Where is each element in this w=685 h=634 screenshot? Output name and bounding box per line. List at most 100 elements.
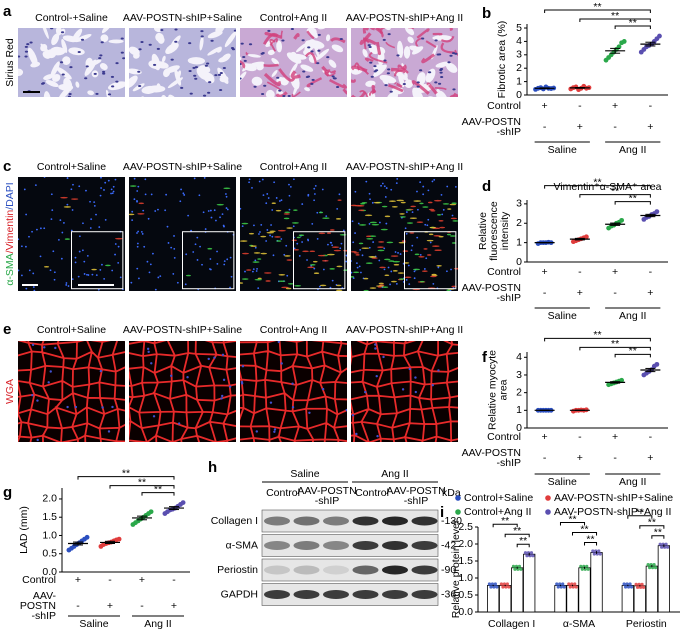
nucleus (434, 81, 438, 84)
dapi (225, 195, 228, 198)
nucleus (59, 61, 64, 64)
gap (157, 36, 165, 44)
stain (296, 236, 301, 239)
gap (362, 48, 368, 58)
dapi (61, 231, 64, 234)
dapi (52, 250, 55, 253)
dapi (173, 235, 175, 237)
stain (129, 185, 137, 187)
sig-label: ** (654, 526, 662, 538)
sig-bracket (639, 525, 665, 529)
y-axis-label: LAD (mm) (18, 506, 30, 554)
dapi (184, 283, 187, 286)
gap (224, 31, 236, 48)
dapi (204, 228, 207, 230)
dapi (140, 230, 143, 233)
y-axis-label: intensity (499, 211, 511, 250)
dapi (51, 209, 54, 212)
nucleus (439, 71, 443, 74)
dapi (395, 182, 398, 185)
condition-label: AAV-POSTN (462, 282, 521, 294)
sig-bracket (651, 535, 665, 539)
nucleus (26, 43, 30, 46)
tissue (129, 28, 236, 97)
condition-sign: + (577, 121, 583, 133)
micrograph (129, 28, 236, 97)
gap (397, 40, 404, 58)
stain (318, 232, 326, 235)
stain (286, 259, 293, 261)
dapi (164, 209, 167, 212)
stain (366, 238, 374, 240)
micrograph-content (129, 177, 236, 291)
dapi (210, 216, 213, 219)
nucleus (95, 92, 99, 95)
bar-dot-decor (501, 585, 505, 589)
collagen (388, 83, 404, 93)
collagen (448, 28, 453, 31)
nucleus (31, 394, 34, 397)
y-tick-label: 0 (516, 256, 522, 268)
sig-bracket (141, 492, 175, 496)
stain (390, 280, 397, 283)
dapi (437, 266, 440, 269)
dapi (352, 241, 355, 244)
y-tick-label: 1.0 (42, 529, 57, 541)
dapi (136, 232, 138, 234)
dapi (100, 187, 102, 189)
stain (358, 242, 364, 245)
sig-bracket (492, 523, 518, 528)
sig-label: ** (611, 185, 619, 197)
dapi (111, 269, 114, 272)
condition-sign: + (647, 121, 653, 133)
nucleus (206, 62, 210, 65)
gap (18, 68, 24, 77)
nucleus (150, 362, 153, 365)
dapi (89, 200, 91, 203)
row-label: α-SMA/Vimentin/DAPI (4, 182, 16, 285)
band (411, 590, 438, 599)
stain (60, 196, 68, 199)
y-tick-label: 0.0 (42, 566, 57, 578)
condition-sign: + (612, 431, 618, 443)
gap (240, 71, 247, 82)
nucleus (248, 43, 253, 46)
collagen (416, 28, 430, 39)
bar-dot-decor (492, 585, 496, 589)
bar-dot-decor (502, 582, 507, 586)
gap (62, 35, 78, 43)
nucleus (333, 77, 337, 80)
stain (428, 208, 435, 211)
stain (404, 276, 412, 279)
y-tick-label: 2 (516, 62, 522, 74)
gap (40, 43, 49, 54)
stain (293, 209, 298, 211)
stain (329, 229, 335, 231)
bar-dot-decor (562, 585, 566, 589)
dapi (269, 234, 272, 237)
bar-dot-decor (586, 567, 590, 571)
gap (74, 34, 92, 43)
gap (276, 40, 283, 53)
nucleus (437, 53, 442, 56)
dapi (451, 214, 454, 217)
dapi (97, 288, 100, 291)
gap (129, 75, 138, 89)
collagen (371, 84, 376, 94)
dapi (74, 261, 77, 264)
dapi (351, 271, 353, 274)
nucleus (382, 38, 386, 41)
y-tick-label: 0.0 (458, 606, 473, 618)
band (293, 590, 320, 599)
nucleus (174, 40, 178, 43)
stain (371, 223, 380, 226)
dapi (419, 254, 422, 256)
nucleus (204, 64, 209, 67)
dapi (149, 263, 152, 266)
micrograph-content (129, 341, 236, 442)
dapi (278, 200, 281, 202)
stain (313, 272, 320, 275)
stain (381, 205, 388, 208)
stain (71, 198, 79, 200)
bar-dot-decor (523, 551, 528, 555)
